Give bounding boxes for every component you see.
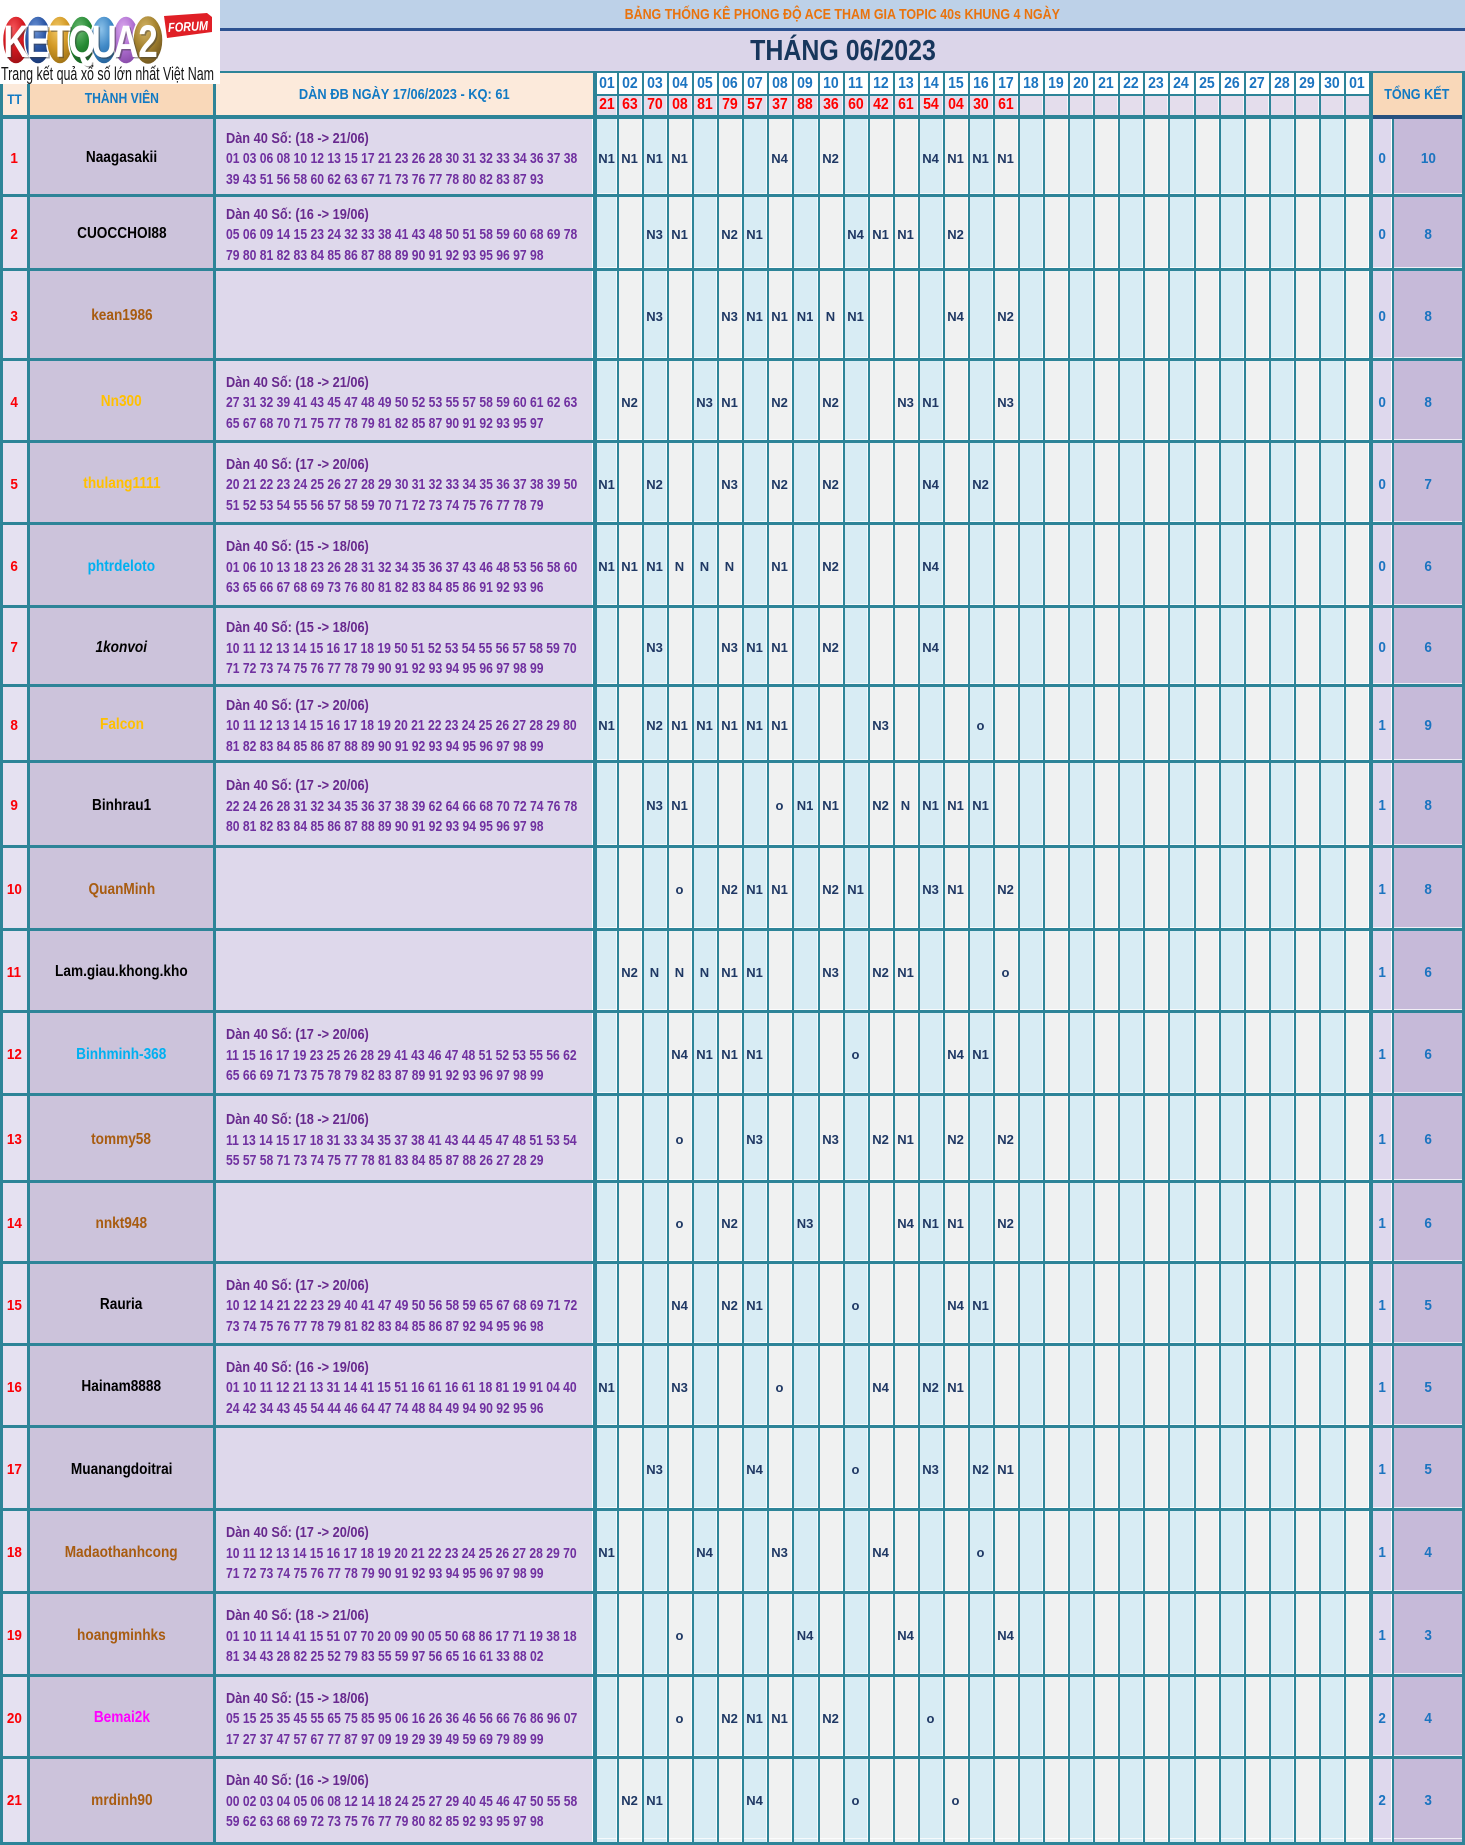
svg-text:E: E: [26, 16, 49, 67]
svg-text:K: K: [5, 17, 30, 68]
svg-text:U: U: [91, 16, 116, 67]
svg-text:T: T: [49, 16, 71, 67]
svg-text:FORUM: FORUM: [168, 18, 210, 35]
svg-text:Q: Q: [68, 16, 95, 67]
svg-text:2: 2: [140, 17, 160, 68]
svg-text:Q: Q: [70, 17, 97, 68]
svg-text:K: K: [3, 16, 28, 67]
svg-text:E: E: [28, 17, 51, 68]
svg-text:A: A: [113, 16, 138, 67]
svg-text:A: A: [115, 17, 140, 68]
svg-text:U: U: [93, 17, 118, 68]
svg-text:T: T: [51, 17, 73, 68]
svg-text:2: 2: [138, 16, 158, 67]
svg-text:Trang kết quả xổ số lớn nhất V: Trang kết quả xổ số lớn nhất Việt Nam: [1, 64, 214, 84]
